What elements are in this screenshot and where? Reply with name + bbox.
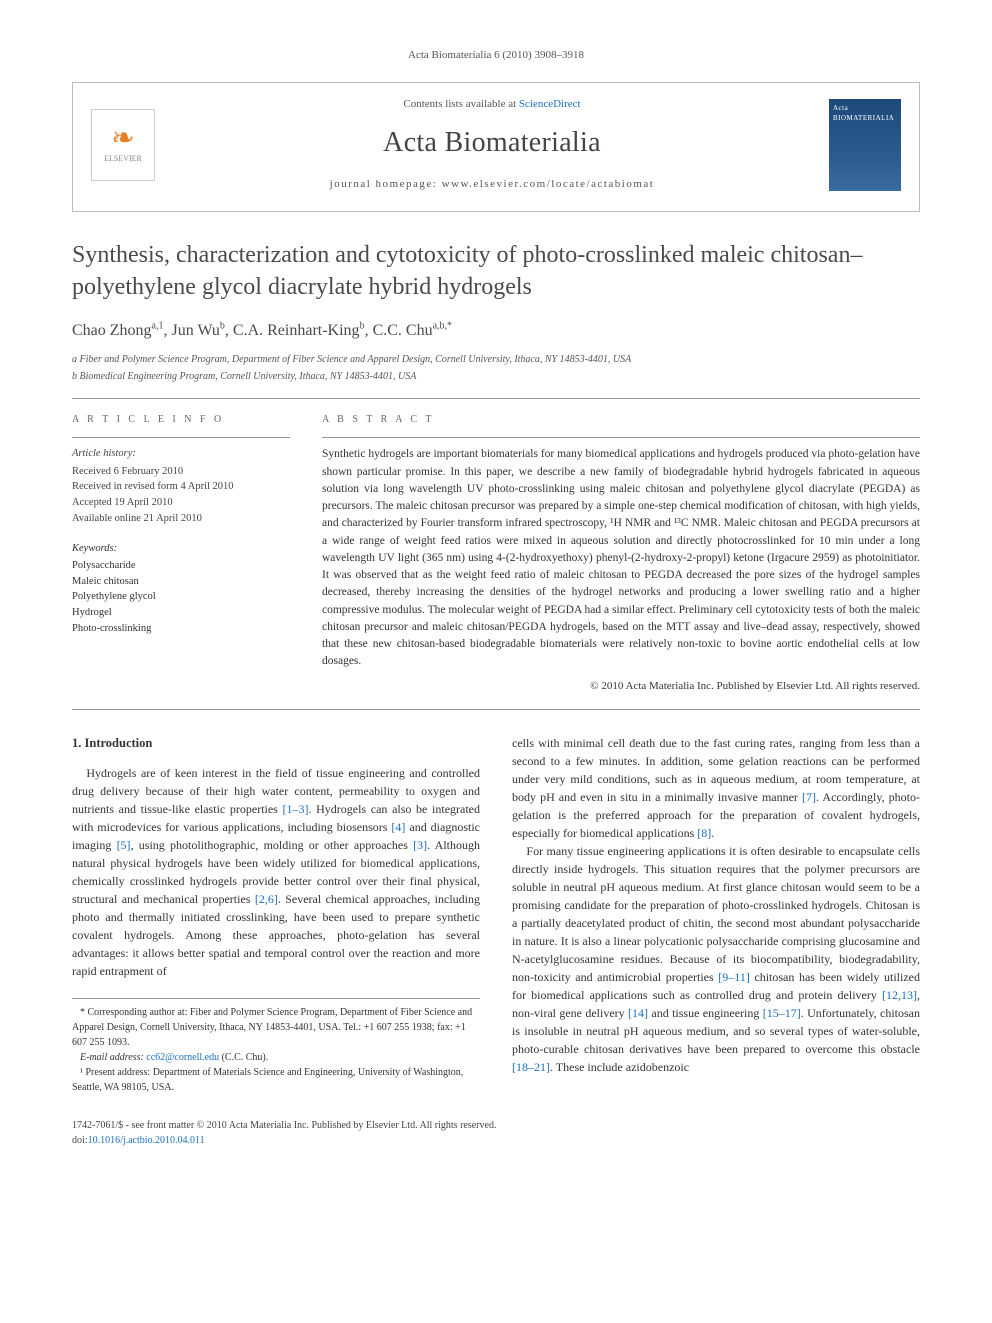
elsevier-tree-icon: ❧ [111,125,134,153]
section-heading-introduction: 1. Introduction [72,734,480,753]
keywords-label: Keywords: [72,541,290,556]
keyword: Hydrogel [72,605,290,621]
ref-link[interactable]: [8] [697,826,711,840]
email-link[interactable]: cc62@cornell.edu [146,1052,219,1063]
ref-link[interactable]: [1–3] [283,802,309,816]
page-footer: 1742-7061/$ - see front matter © 2010 Ac… [72,1119,920,1148]
keyword: Polysaccharide [72,558,290,574]
sciencedirect-link[interactable]: ScienceDirect [519,98,581,110]
homepage-url[interactable]: www.elsevier.com/locate/actabiomat [442,178,655,190]
divider [72,398,920,399]
history-accepted: Accepted 19 April 2010 [72,495,290,511]
article-title: Synthesis, characterization and cytotoxi… [72,240,920,302]
paragraph: cells with minimal cell death due to the… [512,734,920,842]
paragraph: Hydrogels are of keen interest in the fi… [72,764,480,980]
doi-prefix: doi: [72,1135,88,1146]
journal-homepage-line: journal homepage: www.elsevier.com/locat… [173,177,811,193]
cover-title: Acta BIOMATERIALIA [833,103,897,123]
footnotes-block: * Corresponding author at: Fiber and Pol… [72,998,480,1095]
journal-reference: Acta Biomaterialia 6 (2010) 3908–3918 [72,48,920,64]
contents-prefix: Contents lists available at [403,98,518,110]
ref-link[interactable]: [9–11] [718,970,750,984]
abstract-block: A B S T R A C T Synthetic hydrogels are … [322,413,920,695]
article-info-heading: A R T I C L E I N F O [72,413,290,428]
affiliation-a: a Fiber and Polymer Science Program, Dep… [72,352,920,367]
footer-copyright: 1742-7061/$ - see front matter © 2010 Ac… [72,1119,920,1134]
history-online: Available online 21 April 2010 [72,511,290,527]
ref-link[interactable]: [5] [117,838,131,852]
contents-available-line: Contents lists available at ScienceDirec… [173,97,811,113]
abstract-heading: A B S T R A C T [322,413,920,428]
abstract-copyright: © 2010 Acta Materialia Inc. Published by… [322,679,920,695]
divider [72,437,290,438]
body-column-left: 1. Introduction Hydrogels are of keen in… [72,734,480,1096]
present-address-footnote: ¹ Present address: Department of Materia… [72,1065,480,1095]
ref-link[interactable]: [2,6] [255,892,278,906]
corresponding-author-footnote: * Corresponding author at: Fiber and Pol… [72,1005,480,1050]
email-name: (C.C. Chu). [219,1052,268,1063]
authors-line: Chao Zhonga,1, Jun Wub, C.A. Reinhart-Ki… [72,319,920,342]
journal-name: Acta Biomaterialia [173,123,811,164]
body-column-right: cells with minimal cell death due to the… [512,734,920,1096]
elsevier-label: ELSEVIER [104,153,142,165]
journal-header-box: ❧ ELSEVIER Contents lists available at S… [72,82,920,212]
ref-link[interactable]: [7] [802,790,816,804]
homepage-prefix: journal homepage: [330,178,442,190]
keyword: Maleic chitosan [72,574,290,590]
email-label: E-mail address: [80,1052,146,1063]
keyword: Polyethylene glycol [72,589,290,605]
doi-link[interactable]: 10.1016/j.actbio.2010.04.011 [88,1135,205,1146]
history-revised: Received in revised form 4 April 2010 [72,479,290,495]
abstract-text: Synthetic hydrogels are important biomat… [322,446,920,670]
ref-link[interactable]: [4] [391,820,405,834]
ref-link[interactable]: [18–21] [512,1060,550,1074]
divider [322,437,920,438]
history-label: Article history: [72,446,290,461]
ref-link[interactable]: [15–17] [763,1006,801,1020]
keyword: Photo-crosslinking [72,621,290,637]
journal-cover-thumbnail: Acta BIOMATERIALIA [829,99,901,191]
divider [72,709,920,710]
affiliations: a Fiber and Polymer Science Program, Dep… [72,352,920,384]
paragraph: For many tissue engineering applications… [512,842,920,1076]
article-info-block: A R T I C L E I N F O Article history: R… [72,413,290,695]
ref-link[interactable]: [12,13] [882,988,917,1002]
email-footnote: E-mail address: cc62@cornell.edu (C.C. C… [72,1050,480,1065]
history-received: Received 6 February 2010 [72,464,290,480]
ref-link[interactable]: [3] [413,838,427,852]
elsevier-logo: ❧ ELSEVIER [91,109,155,181]
affiliation-b: b Biomedical Engineering Program, Cornel… [72,369,920,384]
ref-link[interactable]: [14] [628,1006,648,1020]
